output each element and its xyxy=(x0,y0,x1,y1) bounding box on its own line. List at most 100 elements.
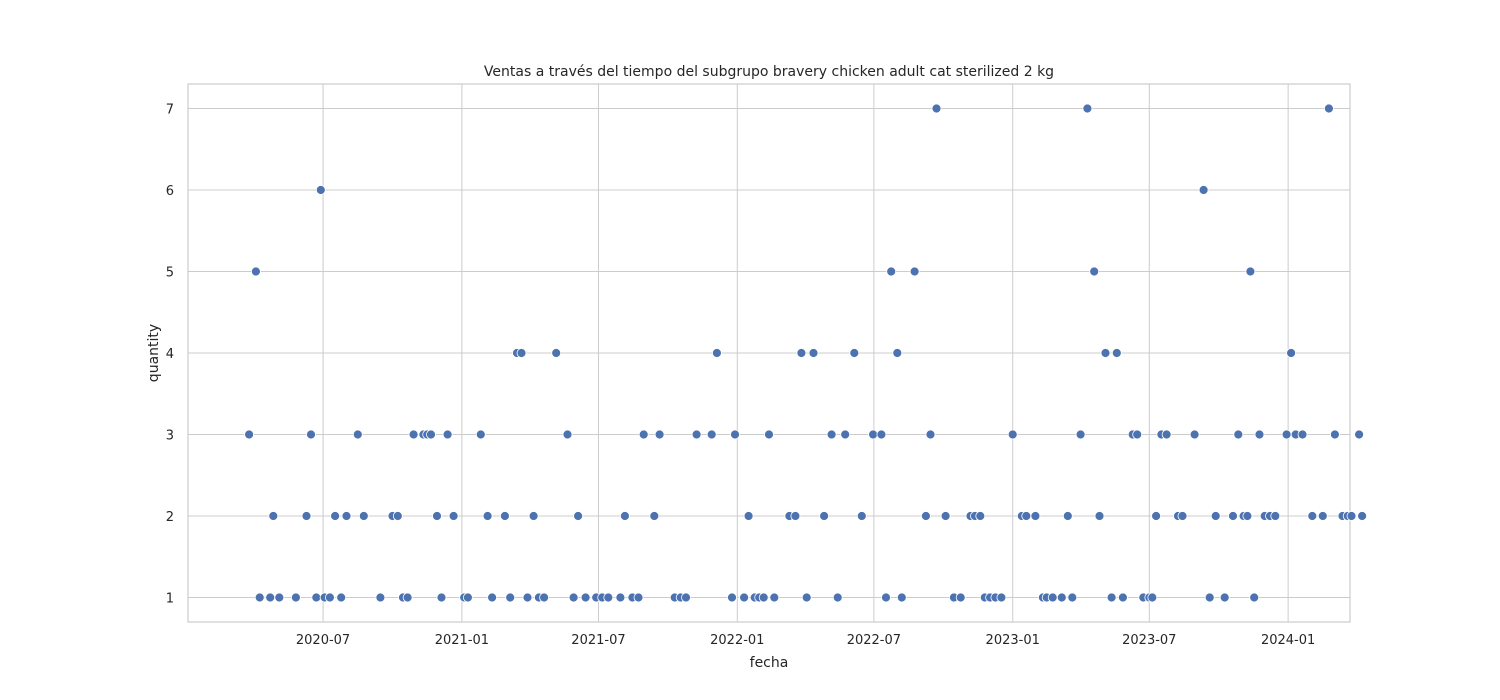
data-point xyxy=(1056,592,1067,603)
y-tick-label: 2 xyxy=(166,510,174,525)
data-point xyxy=(358,511,369,521)
data-point xyxy=(408,429,419,440)
data-point xyxy=(1228,511,1238,521)
data-point xyxy=(727,592,737,603)
x-tick-label: 2022-07 xyxy=(847,633,901,648)
data-point xyxy=(849,348,860,358)
data-point xyxy=(819,511,829,521)
data-point xyxy=(840,429,851,440)
data-points xyxy=(244,103,1367,603)
data-point xyxy=(1075,429,1086,440)
data-point xyxy=(244,429,255,440)
data-point xyxy=(516,348,527,358)
data-point xyxy=(1094,511,1105,521)
data-point xyxy=(896,592,907,603)
data-point xyxy=(1317,511,1328,521)
data-point xyxy=(475,429,486,440)
data-point xyxy=(1198,185,1209,195)
data-point xyxy=(573,511,583,521)
data-point xyxy=(921,511,931,521)
data-point xyxy=(402,592,413,603)
data-point xyxy=(1354,429,1364,440)
data-point xyxy=(505,592,516,603)
data-point xyxy=(892,348,903,358)
data-point xyxy=(955,592,966,603)
data-point xyxy=(1132,429,1143,440)
data-point xyxy=(528,511,539,521)
y-tick-label: 6 xyxy=(166,184,174,199)
data-point xyxy=(868,429,878,440)
data-point xyxy=(1118,592,1128,603)
data-point xyxy=(1346,511,1357,521)
x-tick-label: 2023-07 xyxy=(1122,633,1176,648)
data-point xyxy=(306,429,316,440)
data-point xyxy=(808,348,819,358)
data-point xyxy=(603,592,614,603)
data-point xyxy=(1357,511,1367,521)
data-point xyxy=(743,511,754,521)
x-tick-label: 2024-01 xyxy=(1261,633,1315,648)
data-point xyxy=(615,592,626,603)
data-point xyxy=(764,429,774,440)
data-point xyxy=(739,592,749,603)
data-point xyxy=(1307,511,1318,521)
data-point xyxy=(1286,348,1296,358)
data-point xyxy=(301,511,312,521)
data-point xyxy=(522,592,533,603)
data-point xyxy=(1161,429,1172,440)
data-point xyxy=(886,266,897,277)
data-point xyxy=(633,592,644,603)
data-point xyxy=(1177,511,1188,521)
plot-frame xyxy=(187,83,1351,623)
data-point xyxy=(925,429,936,440)
data-point xyxy=(442,429,453,440)
data-point xyxy=(1254,429,1265,440)
data-point xyxy=(801,592,812,603)
data-point xyxy=(330,511,341,521)
data-point xyxy=(352,429,363,440)
data-point xyxy=(290,592,301,603)
data-point xyxy=(832,592,843,603)
data-point xyxy=(1233,429,1244,440)
data-point xyxy=(876,429,887,440)
data-point xyxy=(769,592,780,603)
x-axis-ticks: 2020-07 2021-01 2021-07 2022-01 2022-07 2023-… xyxy=(296,633,1315,648)
y-tick-label: 3 xyxy=(166,429,174,444)
data-point xyxy=(1249,592,1260,603)
data-point xyxy=(1067,592,1078,603)
data-point xyxy=(462,592,473,603)
data-point xyxy=(568,592,579,603)
data-point xyxy=(1242,511,1253,521)
x-tick-label: 2023-01 xyxy=(986,633,1040,648)
y-tick-label: 5 xyxy=(166,265,174,280)
data-point xyxy=(268,511,279,521)
data-point xyxy=(499,511,510,521)
y-axis-label: quantity xyxy=(146,324,162,382)
data-point xyxy=(638,429,649,440)
data-point xyxy=(826,429,837,440)
y-tick-label: 4 xyxy=(166,347,174,362)
data-point xyxy=(730,429,740,440)
data-point xyxy=(1106,592,1117,603)
data-point xyxy=(1047,592,1058,603)
data-point xyxy=(881,592,891,603)
data-point xyxy=(341,511,352,521)
data-point xyxy=(996,592,1007,603)
x-tick-label: 2021-01 xyxy=(435,633,489,648)
y-tick-label: 7 xyxy=(166,102,174,117)
data-point xyxy=(315,185,326,195)
data-point xyxy=(539,592,549,603)
data-point xyxy=(975,511,986,521)
data-point xyxy=(691,429,702,440)
data-point xyxy=(562,429,573,440)
data-point xyxy=(324,592,335,603)
data-point xyxy=(790,511,801,521)
data-point xyxy=(1111,348,1122,358)
data-point xyxy=(1210,511,1221,521)
data-point xyxy=(482,511,493,521)
data-point xyxy=(712,348,722,358)
x-tick-label: 2022-01 xyxy=(710,633,764,648)
data-point xyxy=(1245,266,1256,277)
data-point xyxy=(706,429,717,440)
